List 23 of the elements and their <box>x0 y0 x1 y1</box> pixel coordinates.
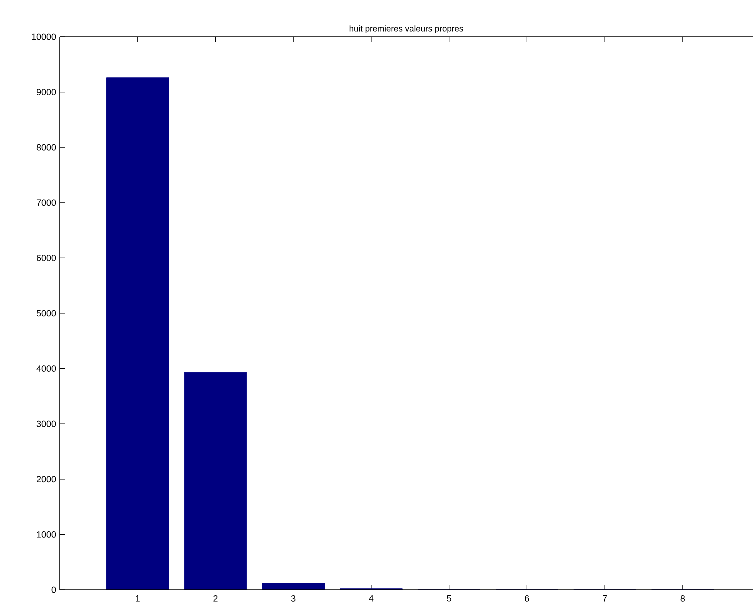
x-tick-label: 5 <box>447 596 452 602</box>
x-tick-label: 4 <box>369 596 374 602</box>
y-tick-label: 2000 <box>36 476 56 483</box>
y-tick-label: 10000 <box>32 34 56 40</box>
bar <box>262 583 325 590</box>
y-tick-label: 0 <box>52 586 56 594</box>
y-tick-label: 9000 <box>36 89 56 96</box>
y-tick-label: 7000 <box>36 200 56 206</box>
y-tick-label: 8000 <box>36 144 56 151</box>
x-tick-label: 3 <box>291 596 296 602</box>
bar <box>184 372 248 590</box>
y-tick-label: 3000 <box>36 420 56 428</box>
x-tick-label: 1 <box>136 596 140 602</box>
x-tick-label: 6 <box>525 596 530 602</box>
x-tick-label: 2 <box>214 596 218 602</box>
y-tick-label: 5000 <box>36 310 56 317</box>
x-tick-label: 7 <box>603 596 608 602</box>
bar <box>106 78 170 590</box>
chart-title: huit premieres valeurs propres <box>350 26 464 34</box>
y-tick-label: 1000 <box>37 532 56 538</box>
y-tick-label: 6000 <box>36 255 56 262</box>
y-tick-label: 4000 <box>36 366 56 372</box>
x-tick-label: 8 <box>680 596 686 602</box>
